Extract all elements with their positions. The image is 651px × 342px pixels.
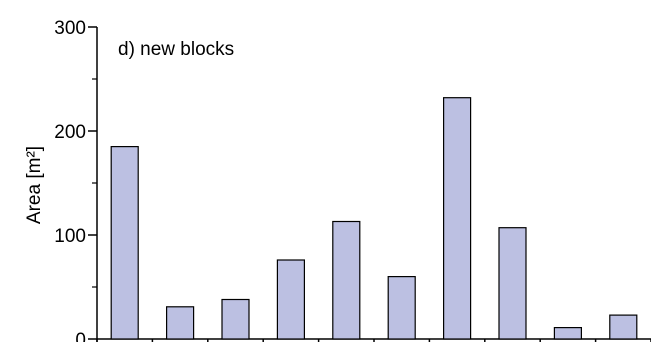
panel-annotation: d) new blocks	[118, 39, 234, 60]
y-tick-label: 100	[54, 226, 86, 247]
bar-8	[498, 227, 527, 340]
bar-4	[276, 259, 305, 340]
y-axis-label: Area [m²]	[24, 146, 45, 224]
bar-1	[110, 146, 139, 340]
bar-9	[553, 327, 583, 340]
bar-6	[387, 276, 416, 340]
y-tick-label: 200	[54, 122, 86, 143]
bar-10	[609, 314, 638, 340]
bar-2	[166, 306, 195, 340]
y-tick-label: 0	[75, 330, 86, 342]
y-axis: 0 100 200 300	[54, 18, 98, 342]
bar-5	[332, 220, 361, 340]
bar-7	[443, 97, 472, 340]
bars	[110, 97, 638, 340]
bar-3	[221, 298, 250, 340]
y-tick-label: 300	[54, 18, 86, 39]
